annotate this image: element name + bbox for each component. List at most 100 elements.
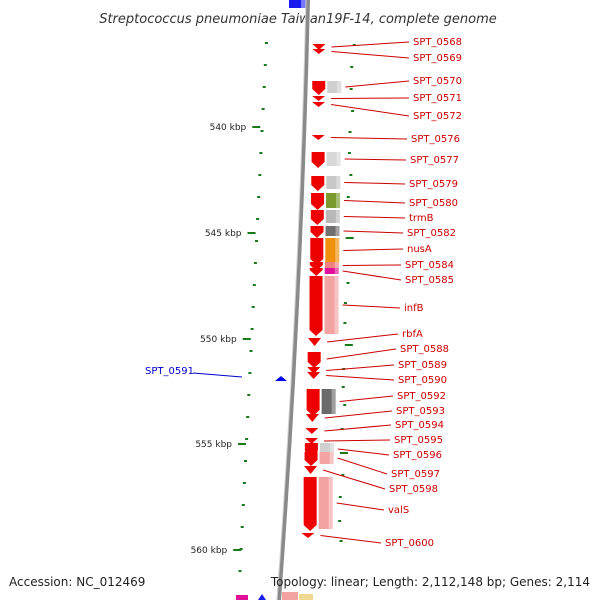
- gene-label[interactable]: SPT_0589: [398, 360, 447, 371]
- gene-product-shade: [334, 276, 339, 334]
- gene-feature[interactable]: [311, 135, 325, 140]
- gene-feature[interactable]: [312, 44, 326, 50]
- gene-feature[interactable]: [310, 238, 340, 265]
- gene-feature[interactable]: [309, 276, 339, 336]
- gene-arrow[interactable]: [304, 466, 318, 474]
- gene-label[interactable]: SPT_0579: [409, 179, 458, 190]
- gc-marker-left: [258, 174, 262, 176]
- gene-arrow-head: [312, 89, 326, 95]
- gene-body[interactable]: [311, 176, 325, 185]
- gene-arrow-head: [311, 185, 325, 191]
- gene-body[interactable]: [310, 226, 324, 232]
- gene-body[interactable]: [311, 193, 325, 204]
- gene-label[interactable]: rbfA: [402, 329, 423, 340]
- gene-feature[interactable]: [305, 438, 319, 444]
- gene-label[interactable]: SPT_0569: [413, 53, 462, 64]
- gene-label[interactable]: valS: [388, 505, 409, 516]
- gene-feature[interactable]: [312, 49, 326, 54]
- gene-feature[interactable]: [307, 352, 321, 368]
- gene-arrow[interactable]: [305, 428, 319, 434]
- gene-label[interactable]: nusA: [407, 244, 432, 255]
- gene-arrow[interactable]: [305, 438, 319, 444]
- gene-body[interactable]: [307, 352, 321, 362]
- gene-label[interactable]: SPT_0592: [397, 391, 446, 402]
- gene-arrow-head: [309, 270, 323, 276]
- gene-arrow[interactable]: [312, 49, 326, 54]
- gene-arrow[interactable]: [312, 102, 326, 107]
- gene-arrow[interactable]: [312, 96, 326, 101]
- gene-label[interactable]: SPT_0576: [411, 134, 460, 145]
- gene-feature[interactable]: [301, 533, 315, 538]
- gene-label[interactable]: SPT_0594: [395, 420, 444, 431]
- gene-arrow[interactable]: [307, 367, 321, 374]
- gene-label[interactable]: SPT_0568: [413, 37, 462, 48]
- gene-feature[interactable]: [307, 372, 321, 379]
- gene-body[interactable]: [304, 443, 318, 451]
- gc-marker-right: [343, 302, 347, 304]
- gene-body[interactable]: [312, 81, 326, 89]
- gc-marker-right: [352, 44, 356, 46]
- gene-feature[interactable]: [305, 428, 319, 434]
- gene-feature[interactable]: [310, 210, 340, 225]
- gene-label[interactable]: SPT_0597: [391, 469, 440, 480]
- gene-body[interactable]: [306, 389, 320, 410]
- gene-body[interactable]: [310, 238, 324, 259]
- gc-marker-left: [242, 482, 246, 484]
- gene-label[interactable]: SPT_0577: [410, 155, 459, 166]
- gene-feature[interactable]: [306, 389, 336, 416]
- gene-label[interactable]: SPT_0571: [413, 93, 462, 104]
- gene-label[interactable]: SPT_0584: [405, 260, 454, 271]
- gene-body[interactable]: [309, 276, 323, 330]
- gene-feature[interactable]: [312, 81, 342, 95]
- gene-label[interactable]: infB: [404, 303, 424, 314]
- gene-label[interactable]: SPT_0590: [398, 375, 447, 386]
- gc-marker-left: [249, 350, 253, 352]
- gene-body[interactable]: [304, 452, 318, 460]
- gene-feature[interactable]: [312, 96, 326, 101]
- gc-marker-left: [241, 504, 245, 506]
- gene-arrow[interactable]: [307, 372, 321, 379]
- gene-feature[interactable]: [304, 466, 318, 474]
- gene-arrow[interactable]: [311, 135, 325, 140]
- gene-feature[interactable]: [311, 152, 341, 168]
- gene-label[interactable]: SPT_0595: [394, 435, 443, 446]
- gene-arrow[interactable]: [308, 338, 322, 346]
- gene-body[interactable]: [311, 152, 325, 162]
- gene-label[interactable]: SPT_0585: [405, 275, 454, 286]
- gc-marker-left: [252, 284, 256, 286]
- gene-feature[interactable]: [307, 367, 321, 374]
- gene-label[interactable]: SPT_0593: [396, 406, 445, 417]
- gene-feature[interactable]: [312, 102, 326, 107]
- gene-label[interactable]: SPT_0570: [413, 76, 462, 87]
- gene-body[interactable]: [310, 210, 324, 219]
- gene-feature[interactable]: [311, 193, 341, 210]
- gene-label[interactable]: SPT_0600: [385, 538, 434, 549]
- gene-label[interactable]: SPT_0596: [393, 450, 442, 461]
- gene-feature[interactable]: [311, 176, 341, 191]
- gene-arrow[interactable]: [312, 44, 326, 50]
- scale-tick-label: 555 kbp: [195, 440, 232, 450]
- gene-product-block: [325, 210, 340, 223]
- gene-label[interactable]: SPT_0588: [400, 344, 449, 355]
- gene-label[interactable]: trmB: [409, 213, 434, 224]
- gene-label-minus[interactable]: SPT_0591: [145, 366, 194, 377]
- gene-leader-line: [330, 137, 408, 140]
- gene-arrow[interactable]: [301, 533, 315, 538]
- gene-label[interactable]: SPT_0582: [407, 228, 456, 239]
- gc-marker-right: [345, 237, 354, 239]
- gene-arrow[interactable]: [305, 414, 319, 422]
- gene-feature[interactable]: [303, 477, 333, 531]
- gene-feature[interactable]: [310, 226, 340, 238]
- gene-arrow-minus[interactable]: [275, 376, 287, 381]
- gene-feature[interactable]: [304, 452, 334, 466]
- gene-label[interactable]: SPT_0580: [409, 198, 458, 209]
- gene-label[interactable]: SPT_0572: [413, 111, 462, 122]
- gene-leader-line: [344, 200, 406, 204]
- gene-feature[interactable]: [305, 414, 319, 422]
- gene-feature[interactable]: [309, 268, 339, 276]
- gene-body[interactable]: [309, 262, 323, 265]
- gene-body[interactable]: [309, 268, 323, 270]
- gene-label[interactable]: SPT_0598: [389, 484, 438, 495]
- gene-body[interactable]: [303, 477, 317, 525]
- gene-feature[interactable]: [308, 338, 322, 346]
